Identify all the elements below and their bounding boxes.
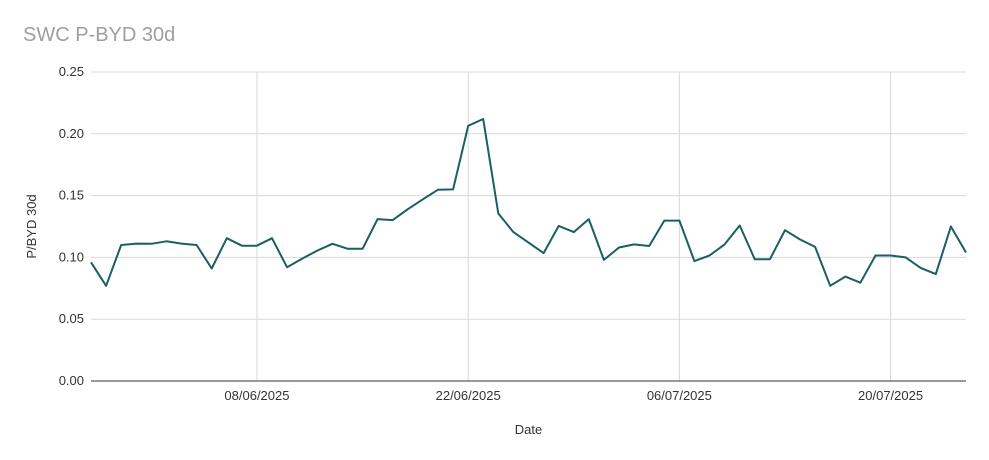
x-tick-label: 08/06/2025 — [224, 388, 289, 403]
series-line — [90, 118, 967, 287]
y-tick-labels: 0.00 0.05 0.10 0.15 0.20 0.25 — [59, 64, 84, 388]
y-tick-label: 0.15 — [59, 188, 84, 203]
y-tick-label: 0.05 — [59, 311, 84, 326]
y-axis-label: P/BYD 30d — [24, 194, 39, 258]
y-tick-label: 0.00 — [59, 373, 84, 388]
x-axis-label: Date — [515, 422, 542, 437]
chart-title: SWC P-BYD 30d — [23, 24, 176, 46]
x-tick-label: 22/06/2025 — [436, 388, 501, 403]
y-tick-label: 0.10 — [59, 249, 84, 264]
x-tick-labels: 08/06/2025 22/06/2025 06/07/2025 20/07/2025 — [224, 388, 923, 403]
x-tick-label: 20/07/2025 — [858, 388, 923, 403]
y-tick-label: 0.25 — [59, 64, 84, 79]
y-tick-label: 0.20 — [59, 126, 84, 141]
grid-lines — [91, 71, 966, 382]
x-tick-label: 06/07/2025 — [647, 388, 712, 403]
